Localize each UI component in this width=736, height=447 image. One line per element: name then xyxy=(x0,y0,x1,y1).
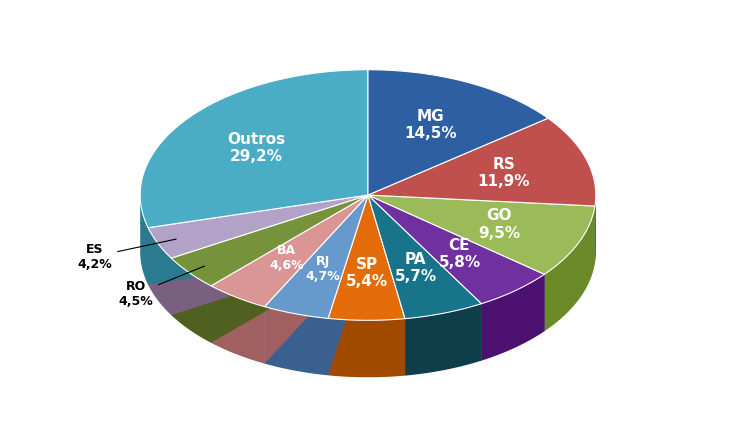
Polygon shape xyxy=(368,195,481,319)
Polygon shape xyxy=(545,206,595,331)
Text: BA
4,6%: BA 4,6% xyxy=(269,245,304,272)
Polygon shape xyxy=(368,70,548,195)
Text: RS
11,9%: RS 11,9% xyxy=(477,157,530,190)
Polygon shape xyxy=(264,195,368,363)
Text: SP
5,4%: SP 5,4% xyxy=(346,257,388,289)
Polygon shape xyxy=(171,195,368,286)
Polygon shape xyxy=(595,196,596,263)
Polygon shape xyxy=(328,318,405,377)
Polygon shape xyxy=(368,195,545,304)
Text: PA
5,7%: PA 5,7% xyxy=(394,252,436,284)
Polygon shape xyxy=(405,304,481,375)
Polygon shape xyxy=(211,195,368,343)
Polygon shape xyxy=(264,195,368,363)
Polygon shape xyxy=(328,195,368,375)
Polygon shape xyxy=(211,195,368,343)
Polygon shape xyxy=(211,286,264,363)
Polygon shape xyxy=(148,195,368,258)
Polygon shape xyxy=(140,196,148,285)
Text: RJ
4,7%: RJ 4,7% xyxy=(305,255,341,283)
Polygon shape xyxy=(368,195,545,331)
Polygon shape xyxy=(368,195,481,361)
Polygon shape xyxy=(171,195,368,315)
Polygon shape xyxy=(264,307,328,375)
Polygon shape xyxy=(171,258,211,343)
Polygon shape xyxy=(211,195,368,307)
Text: ES
4,2%: ES 4,2% xyxy=(77,239,176,270)
Polygon shape xyxy=(368,195,595,263)
Polygon shape xyxy=(368,118,596,206)
Polygon shape xyxy=(328,195,368,375)
Polygon shape xyxy=(148,195,368,285)
Text: CE
5,8%: CE 5,8% xyxy=(439,238,481,270)
Text: MG
14,5%: MG 14,5% xyxy=(404,109,456,141)
Polygon shape xyxy=(481,274,545,361)
Text: Outros
29,2%: Outros 29,2% xyxy=(227,131,285,164)
Polygon shape xyxy=(368,195,481,361)
Polygon shape xyxy=(264,195,368,318)
Polygon shape xyxy=(148,228,171,315)
Polygon shape xyxy=(148,195,368,285)
Polygon shape xyxy=(368,195,405,375)
Polygon shape xyxy=(368,195,595,274)
Polygon shape xyxy=(368,195,405,375)
Polygon shape xyxy=(328,195,405,320)
Polygon shape xyxy=(140,70,368,228)
Polygon shape xyxy=(171,195,368,315)
Polygon shape xyxy=(368,195,595,263)
Polygon shape xyxy=(368,195,545,331)
Text: RO
4,5%: RO 4,5% xyxy=(118,266,205,308)
Text: GO
9,5%: GO 9,5% xyxy=(478,208,520,240)
